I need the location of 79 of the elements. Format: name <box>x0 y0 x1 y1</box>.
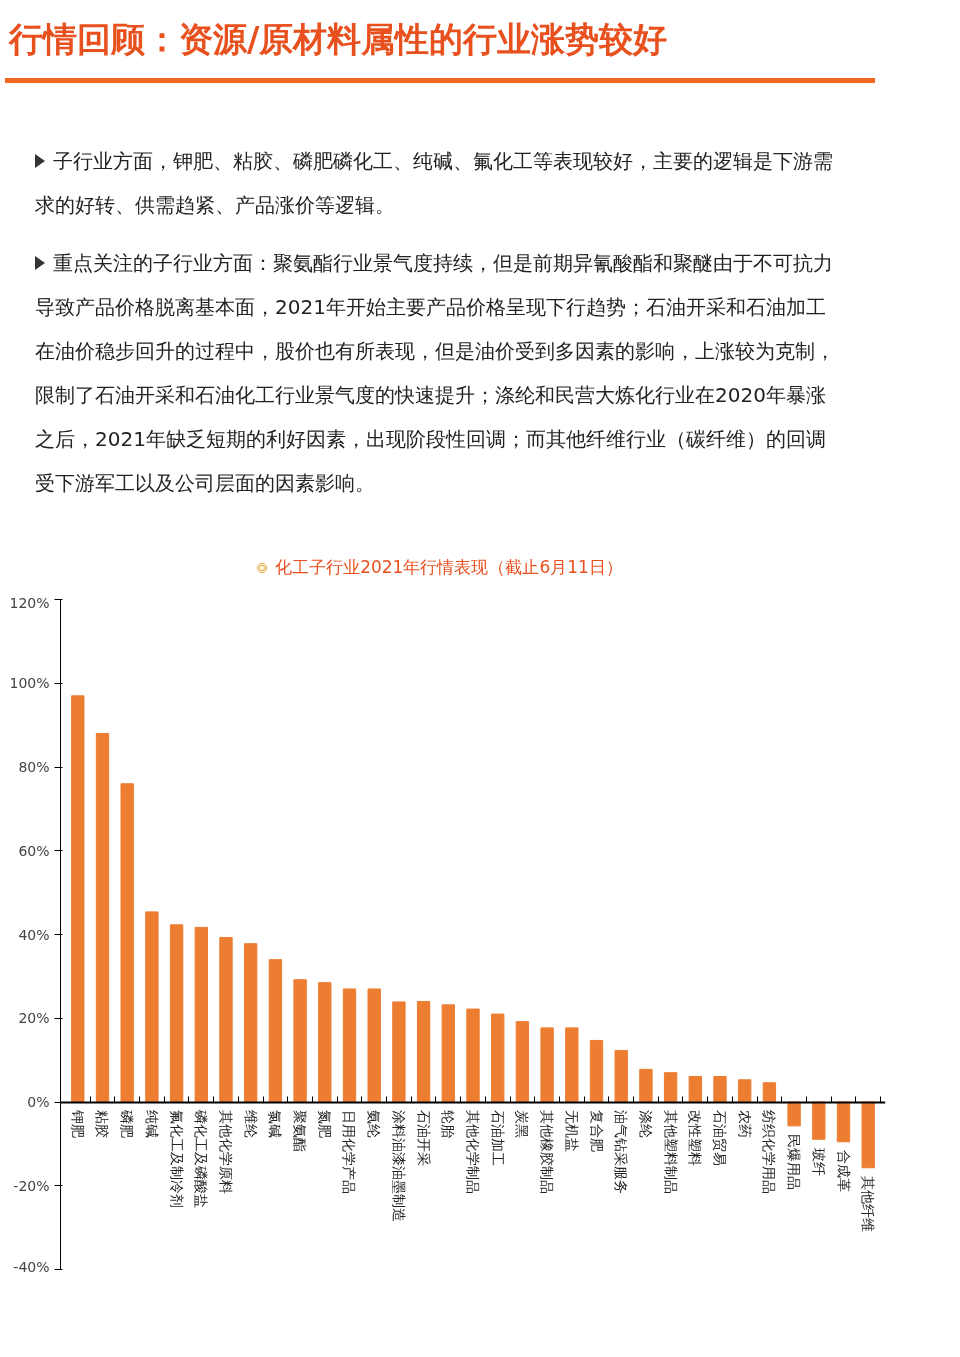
x-tick-label: 纺织化学用品 <box>761 1110 778 1195</box>
bar <box>441 1004 455 1103</box>
x-tick-label: 纯碱 <box>143 1110 160 1139</box>
x-tick-label: 涤纶 <box>637 1110 654 1139</box>
x-tick-label: 其他化学制品 <box>465 1110 481 1195</box>
bar <box>639 1068 653 1103</box>
x-tick-label: 其他纤维 <box>860 1176 877 1233</box>
chart-subtitle: 化工子行业2021年行情表现（截止6月11日） <box>274 556 624 579</box>
y-tick-label: -20% <box>13 1177 50 1194</box>
bar <box>244 943 258 1103</box>
x-tick-label: 涂料油漆油墨制造 <box>390 1110 407 1223</box>
y-tick-label: 100% <box>9 675 50 692</box>
x-tick-label: 石油开采 <box>415 1110 432 1167</box>
bar <box>589 1039 604 1103</box>
x-tick-label: 日用化学产品 <box>341 1110 358 1195</box>
bar <box>663 1072 678 1103</box>
x-tick-label: 油气钻采服务 <box>613 1110 630 1195</box>
x-tick-label: 其他塑料制品 <box>662 1110 679 1195</box>
bar <box>95 733 110 1103</box>
y-tick-label: 80% <box>18 759 50 775</box>
bar <box>392 1001 406 1103</box>
y-tick-label: 0% <box>27 1094 50 1110</box>
x-tick-label: 石油贸易 <box>712 1110 729 1167</box>
bar <box>466 1008 480 1103</box>
bar <box>293 979 307 1103</box>
x-tick-label: 石油加工 <box>489 1110 506 1167</box>
y-tick-label: 60% <box>18 842 50 859</box>
bar <box>120 783 134 1103</box>
x-tick-label: 其他橡胶制品 <box>539 1110 556 1195</box>
bar <box>416 1001 431 1103</box>
bar <box>738 1079 752 1103</box>
bar <box>836 1101 851 1143</box>
bar <box>812 1101 826 1140</box>
x-tick-label: 农药 <box>736 1110 753 1139</box>
y-tick-label: 40% <box>18 926 50 943</box>
bar <box>787 1101 801 1127</box>
text: 重点关注的子行业方面：聚氨酯行业景气度持续，但是前期异氰酸酯和聚醚由于不可抗力导致产品价格脱离基本面，2021年开始主要产品价格呈现下行趋势；石油开采和石油加工在油价稳步回升的过程中，股价也有所表现，但是油价受到多因素的影响，上涨较为克制，限制了石油开采和石油化工行业景气度的快速提升；涤纶和民营大炼化行业在2020年暴涨之后，2021年缺乏短期的利好因素，出现阶段性回调；而其他纤维行业（碳纤维）的回调受下游军工以及公司层面的因素影响。 <box>35 250 835 497</box>
x-tick-label: 复合肥 <box>588 1110 605 1153</box>
x-tick-label: 其他化学原料 <box>217 1110 234 1195</box>
bar <box>540 1027 554 1103</box>
x-tick-label: 氨纶 <box>366 1110 383 1139</box>
x-tick-label: 维纶 <box>242 1110 259 1139</box>
bar <box>145 911 159 1103</box>
bar <box>491 1013 505 1103</box>
bar <box>713 1075 727 1103</box>
x-tick-label: 炭黑 <box>514 1110 531 1139</box>
chart-title: 行情回顾：资源/原材料属性的行业涨势较好 <box>5 5 875 83</box>
bar <box>688 1075 702 1103</box>
x-tick-label: 氮肥 <box>316 1110 333 1139</box>
bar <box>342 988 357 1103</box>
x-tick-label: 粘胶 <box>94 1110 111 1139</box>
x-tick-label: 无机盐 <box>563 1110 580 1153</box>
bar <box>367 988 381 1103</box>
bar <box>219 936 233 1103</box>
bar <box>861 1101 875 1169</box>
x-tick-label: 钾肥 <box>69 1109 86 1139</box>
x-tick-label: 聚氨酯 <box>292 1110 309 1153</box>
x-tick-label: 轮胎 <box>440 1110 457 1139</box>
x-tick-label: 改性塑料 <box>687 1110 704 1167</box>
x-tick-label: 氟化工及制冷剂 <box>168 1110 185 1209</box>
y-tick-label: 20% <box>18 1010 50 1027</box>
bar <box>614 1049 628 1103</box>
bar <box>565 1027 579 1103</box>
bar <box>762 1082 777 1103</box>
bar <box>194 926 208 1103</box>
y-tick-label: 120% <box>9 594 50 611</box>
x-tick-label: 合成革 <box>835 1150 852 1193</box>
text: 子行业方面，钾肥、粘胶、磷肥磷化工、纯碱、氟化工等表现较好，主要的逻辑是下游需求的好转、供需趋紧、产品涨价等逻辑。 <box>35 148 834 219</box>
x-tick-label: 民爆用品 <box>786 1134 803 1191</box>
x-tick-label: 玻纤 <box>810 1147 827 1176</box>
bar <box>318 982 332 1103</box>
bar <box>71 695 85 1103</box>
bar <box>515 1021 530 1103</box>
x-tick-label: 磷肥 <box>119 1109 136 1139</box>
y-tick-label: -40% <box>13 1258 50 1275</box>
bar <box>268 959 283 1103</box>
x-tick-label: 磷化工及磷酸盐 <box>193 1109 210 1209</box>
x-tick-label: 氯碱 <box>267 1110 284 1139</box>
bar <box>169 924 184 1103</box>
